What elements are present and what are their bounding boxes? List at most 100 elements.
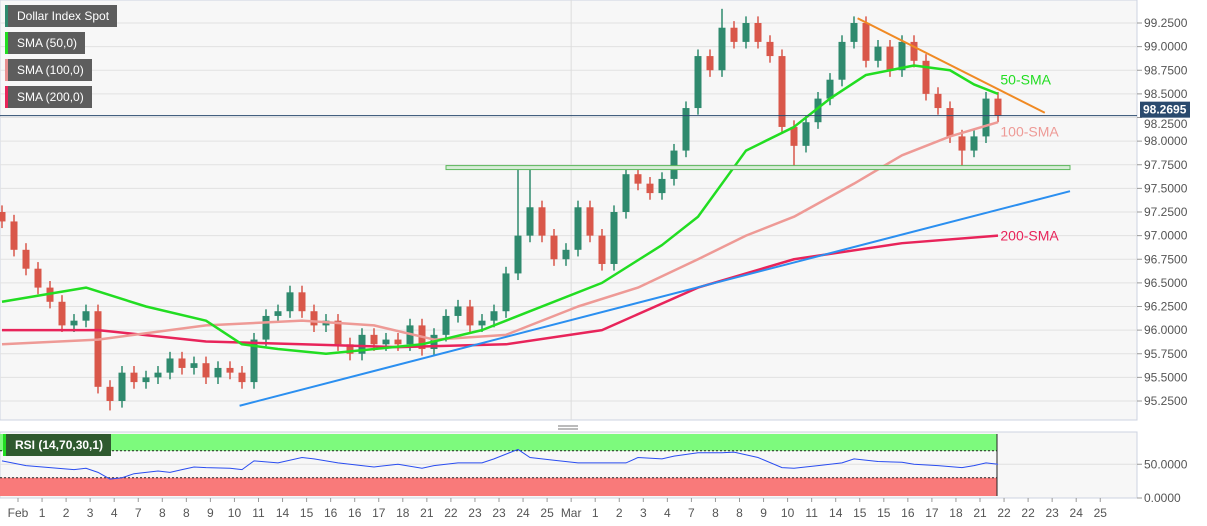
candle-body (490, 311, 498, 321)
candle-body (694, 56, 702, 109)
candle (538, 200, 546, 243)
candle-body (730, 27, 738, 42)
x-tick-label: 11 (805, 506, 818, 520)
legend-sma-200[interactable]: SMA (200,0) (5, 86, 92, 108)
candle (730, 21, 738, 49)
candle-body (586, 207, 594, 236)
candle-body (562, 249, 570, 260)
candle-body (346, 344, 354, 354)
candle-body (250, 339, 258, 383)
candle (466, 299, 474, 333)
x-tick-label: 16 (348, 506, 362, 520)
y-tick-label: 98.2500 (1144, 117, 1188, 131)
legend-sma-100[interactable]: SMA (100,0) (5, 59, 92, 81)
y-tick-label: 95.2500 (1144, 394, 1188, 408)
y-tick-label: 97.2500 (1144, 205, 1188, 219)
candle (106, 380, 114, 411)
candle (622, 167, 630, 219)
candle-body (118, 372, 126, 401)
x-tick-label: 3 (87, 506, 94, 520)
candle (310, 304, 318, 333)
candle-body (274, 311, 282, 316)
candle-body (226, 367, 234, 373)
candle (238, 366, 246, 389)
candle-body (58, 301, 66, 326)
candle-body (358, 334, 366, 354)
candle (250, 332, 258, 389)
candle-body (142, 377, 150, 383)
y-tick-label: 99.2500 (1144, 16, 1188, 30)
candle-body (130, 372, 138, 383)
candle (202, 356, 210, 384)
candle (346, 337, 354, 361)
candle-body (166, 358, 174, 373)
x-tick-label: 25 (540, 506, 554, 520)
candle-body (286, 292, 294, 312)
candle-body (778, 56, 786, 127)
x-tick-label: 4 (111, 506, 118, 520)
candle-body (982, 98, 990, 137)
candle-body (178, 358, 186, 368)
candle (610, 205, 618, 271)
y-tick-label: 95.5000 (1144, 370, 1188, 384)
candle-body (334, 320, 342, 345)
candle (778, 49, 786, 134)
legend-dollar-index[interactable]: Dollar Index Spot (5, 5, 118, 27)
candle (154, 366, 162, 384)
candle (178, 351, 186, 375)
x-tick-label: 24 (516, 506, 530, 520)
candle (766, 35, 774, 63)
candle-body (754, 23, 762, 42)
x-tick-label: 7 (688, 506, 695, 520)
candle (286, 285, 294, 318)
y-tick-label: 97.7500 (1144, 158, 1188, 172)
y-tick-label: 99.0000 (1144, 40, 1188, 54)
legend-rsi[interactable]: RSI (14,70,30,1) (3, 434, 112, 456)
candle (910, 35, 918, 68)
candle-body (106, 386, 114, 401)
candle (838, 35, 846, 87)
rsi-y-tick-label: 0.0000 (1144, 491, 1181, 505)
x-tick-label: 8 (159, 506, 166, 520)
x-tick-label: 25 (1094, 506, 1108, 520)
candle (358, 328, 366, 361)
candle (118, 366, 126, 408)
candle-body (646, 183, 654, 194)
support-trendline (239, 190, 1071, 407)
x-tick-label: 11 (252, 506, 265, 520)
candle-body (958, 136, 966, 151)
x-tick-label: 21 (973, 506, 987, 520)
candle-body (202, 363, 210, 378)
x-tick-label: 9 (760, 506, 767, 520)
candle (298, 285, 306, 318)
annotation-200-sma: 200-SMA (1000, 227, 1059, 243)
candle (550, 229, 558, 266)
candle-body (10, 221, 18, 250)
candle-body (898, 41, 906, 71)
x-tick-label: 15 (300, 506, 314, 520)
candle-body (466, 306, 474, 326)
last-price-label: 98.2695 (1143, 103, 1187, 117)
candle-body (34, 268, 42, 288)
candle-body (742, 23, 750, 42)
candle (754, 16, 762, 49)
y-tick-label: 97.0000 (1144, 229, 1188, 243)
x-tick-label: 14 (829, 506, 843, 520)
candle (706, 49, 714, 77)
candle (0, 205, 6, 229)
y-tick-label: 96.2500 (1144, 300, 1188, 314)
x-tick-label: 17 (372, 506, 386, 520)
candle-body (862, 23, 870, 61)
candle (718, 8, 726, 77)
candle (142, 370, 150, 389)
candle-body (0, 212, 6, 222)
candle (898, 35, 906, 77)
legend-sma-50[interactable]: SMA (50,0) (5, 32, 86, 54)
candle-body (538, 207, 546, 236)
x-tick-label: 22 (1021, 506, 1035, 520)
x-tick-label: 14 (276, 506, 290, 520)
resistance-trendline (857, 17, 1046, 114)
x-tick-label: 1 (39, 506, 46, 520)
x-tick-label: 17 (925, 506, 939, 520)
